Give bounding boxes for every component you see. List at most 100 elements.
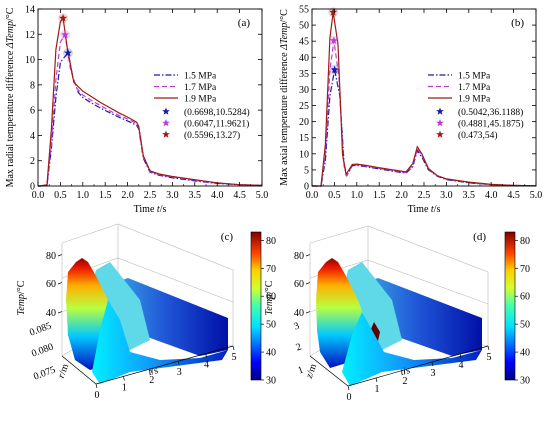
x-tick-label-d-3: 3: [431, 368, 436, 379]
surface-shoulder-c: [88, 262, 150, 355]
z-tick-label-d-0: 40: [294, 308, 304, 319]
y-tick-label-b-9: 45: [299, 37, 309, 48]
z-tick-label-c-1: 60: [46, 279, 56, 290]
colorbar-tick-label-d-0: 80: [520, 236, 530, 247]
z-tick-d-2: [305, 254, 311, 257]
x-tick-label-b-6: 3.0: [440, 190, 453, 201]
legend-marker-label-a-2: (0.5596,13.27): [184, 130, 240, 141]
y-tick-label-b-11: 55: [299, 5, 309, 16]
x-tick-label-b-5: 2.5: [418, 190, 431, 201]
legend-marker-a-1: [162, 119, 170, 127]
x-tick-label-c-4: 4: [204, 360, 209, 371]
series-line-a-2: [38, 16, 263, 187]
legend-marker-a-2: [162, 130, 170, 138]
surface-front-edge-c: [61, 345, 234, 385]
x-tick-label-a-8: 4.0: [211, 190, 224, 201]
y-tick-label-d-2: 3: [293, 320, 301, 332]
series-line-a-1: [38, 33, 263, 187]
legend-marker-a-0: [162, 107, 170, 115]
colorbar-tick-label-d-4: 40: [520, 348, 530, 359]
x-tick-label-b-2: 1.0: [351, 190, 364, 201]
y-tick-label-b-4: 20: [299, 117, 309, 128]
colorbar-tick-label-d-2: 60: [520, 292, 530, 303]
x-tick-d-1: [375, 377, 378, 383]
x-tick-label-b-4: 2.0: [395, 190, 408, 201]
x-tick-c-3: [177, 361, 180, 366]
series-line-b-2: [312, 12, 537, 187]
x-tick-label-b-3: 1.5: [373, 190, 386, 201]
surface-panel-c: [61, 223, 234, 385]
colorbar-tick-label-c-0: 80: [266, 236, 276, 247]
y-tick-label-c-2: 0.085: [28, 320, 53, 338]
x-tick-label-b-0: 0.0: [306, 190, 319, 201]
x-tick-label-c-1: 1: [122, 382, 127, 393]
y-tick-label-c-0: 0.075: [32, 364, 57, 382]
legend-label-b-2: 1.9 MPa: [458, 95, 491, 105]
colorbar-tick-label-c-4: 40: [266, 348, 276, 359]
colorbar-d: [504, 231, 516, 381]
x-tick-d-0: [347, 385, 350, 391]
z-tick-c-1: [57, 282, 63, 285]
x-tick-label-c-5: 5: [232, 352, 237, 363]
x-tick-label-b-8: 4.0: [485, 190, 498, 201]
panel-label-a: (a): [238, 17, 251, 29]
surface-panel-d: [309, 225, 489, 387]
y-axis-label-d: z/m: [304, 362, 320, 381]
chart-a: 0.0 0.5 1.0 1.5 2.0 2.5 3.0 3.5 4.0 4.5 5.0 0 2 4 6 8 10…: [5, 5, 268, 216]
legend-marker-label-b-2: (0.473,54): [458, 130, 498, 141]
x-tick-c-5: [232, 345, 235, 351]
surface-front-edge-d: [309, 345, 489, 387]
x-tick-label-d-5: 5: [487, 352, 492, 363]
legend-marker-label-b-1: (0.4881,45.1875): [458, 119, 524, 130]
x-tick-d-3: [431, 361, 434, 367]
x-tick-label-b-1: 0.5: [328, 190, 341, 201]
x-tick-label-a-6: 3.0: [166, 190, 179, 201]
surface-front-c: [92, 300, 228, 384]
marker-b-0: [330, 65, 339, 74]
surface-labels-c: 40 60 80 Temp/°C 0.075 0.080 0.085 r/m 0 1 2 3 4 5 t/s…: [16, 231, 276, 401]
z-tick-c-0: [57, 311, 63, 314]
colorbar-c: [250, 231, 262, 381]
x-tick-label-a-3: 1.5: [99, 190, 112, 201]
marker-a-2: [59, 14, 68, 22]
x-tick-label-a-4: 2.0: [121, 190, 134, 201]
y-tick-label-d-1: 2: [295, 341, 303, 353]
x-axis-label-a: Time t/s: [134, 204, 167, 215]
z-tick-d-0: [305, 311, 311, 314]
z-tick-label-c-0: 40: [46, 308, 56, 319]
colorbar-tick-label-c-1: 70: [266, 264, 276, 275]
z-axis-label-c: Temp/°C: [16, 280, 27, 315]
legend-label-a-0: 1.5 MPa: [184, 72, 217, 82]
x-tick-label-a-1: 0.5: [54, 190, 67, 201]
y-tick-label-b-3: 15: [299, 133, 309, 144]
marker-b-1: [329, 36, 338, 44]
z-tick-d-1: [305, 282, 311, 285]
colorbar-tick-label-c-5: 30: [266, 376, 276, 387]
colorbar-d-bar: [504, 231, 516, 381]
x-tick-label-a-10: 5.0: [256, 190, 269, 201]
legend-label-a-2: 1.9 MPa: [184, 95, 217, 105]
y-tick-label-a-2: 4: [30, 131, 35, 142]
y-tick-label-b-1: 5: [304, 165, 309, 176]
plot-frame-a: [37, 8, 263, 187]
panel-label-d: (d): [473, 231, 486, 243]
z-tick-label-d-1: 60: [294, 279, 304, 290]
x-tick-label-d-1: 1: [375, 384, 380, 395]
surface-front-d: [342, 312, 482, 386]
z-tick-label-c-2: 80: [46, 251, 56, 262]
x-axis-label-d: t/s: [399, 365, 411, 378]
y-tick-label-b-10: 50: [299, 21, 309, 32]
chart-b: 0.0 0.5 1.0 1.5 2.0 2.5 3.0 3.5 4.0 4.5 5.0 0 5 10 15 2…: [279, 5, 542, 216]
x-tick-label-c-2: 2: [149, 375, 154, 386]
y-tick-label-b-6: 30: [299, 85, 309, 96]
x-tick-label-d-2: 2: [403, 376, 408, 387]
x-tick-label-b-9: 4.5: [507, 190, 520, 201]
y-tick-label-a-1: 2: [30, 156, 35, 167]
y-tick-label-b-8: 40: [299, 53, 309, 64]
y-axis-label-b: Max axial temperature difference ΔTemp/°…: [279, 9, 290, 186]
x-tick-label-d-0: 0: [347, 392, 352, 403]
x-tick-label-a-5: 2.5: [144, 190, 157, 201]
